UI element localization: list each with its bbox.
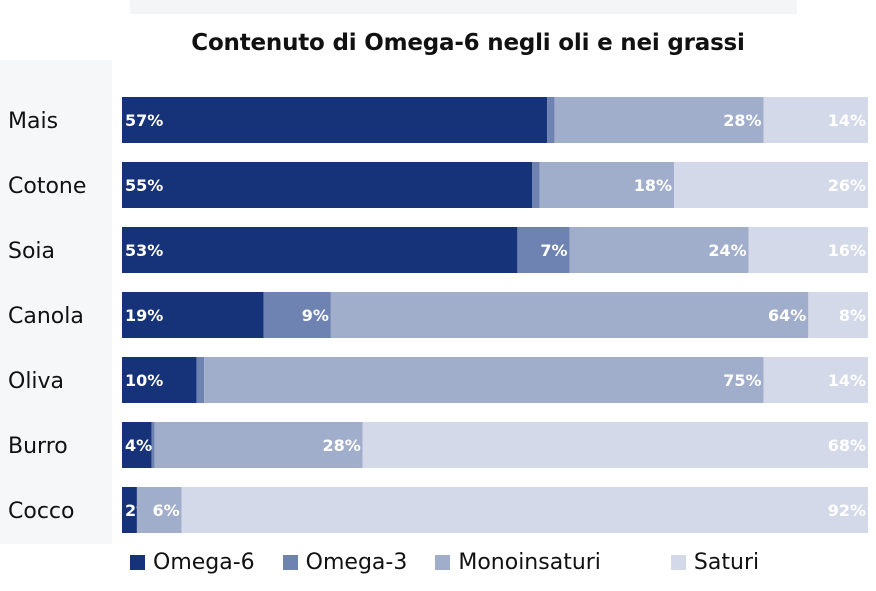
bar-mais-monoinsaturi — [554, 97, 764, 143]
bar-cotone-omega-3 — [532, 162, 540, 208]
data-label-oliva-saturi: 14% — [828, 371, 866, 390]
legend-swatch-saturi — [670, 554, 686, 570]
bar-soia-monoinsaturi — [569, 227, 749, 273]
bar-burro-monoinsaturi — [154, 422, 363, 468]
data-label-cotone-saturi: 26% — [828, 176, 866, 195]
bar-canola-monoinsaturi — [330, 292, 809, 338]
data-label-soia-saturi: 16% — [828, 241, 866, 260]
category-label-oliva: Oliva — [8, 369, 64, 394]
data-label-cotone-omega-6: 55% — [125, 176, 163, 195]
bar-burro-omega-3 — [151, 422, 155, 468]
data-label-mais-monoinsaturi: 28% — [723, 111, 761, 130]
legend-item-monoinsaturi: Monoinsaturi — [435, 550, 601, 575]
bar-cotone-saturi — [674, 162, 868, 208]
bar-oliva-monoinsaturi — [204, 357, 764, 403]
category-label-cocco: Cocco — [8, 499, 74, 524]
bar-cocco-omega-6 — [122, 487, 137, 533]
category-label-soia: Soia — [8, 239, 55, 264]
data-label-canola-monoinsaturi: 64% — [768, 306, 806, 325]
bar-cotone-monoinsaturi — [539, 162, 675, 208]
data-label-cotone-monoinsaturi: 18% — [634, 176, 672, 195]
bar-cocco-saturi — [181, 487, 868, 533]
data-label-cocco-monoinsaturi: 6% — [153, 501, 180, 520]
bar-cocco-monoinsaturi — [136, 487, 182, 533]
top-band — [130, 0, 797, 14]
legend-label-omega6: Omega-6 — [153, 549, 255, 575]
bar-soia-omega-6 — [122, 227, 518, 273]
legend-label-omega3: Omega-3 — [305, 549, 408, 575]
bar-oliva-saturi — [763, 357, 868, 403]
legend-swatch-omega6 — [130, 554, 145, 570]
bar-mais-saturi — [763, 97, 868, 143]
data-label-soia-omega-6: 53% — [125, 241, 163, 260]
data-label-burro-omega-6: 4% — [125, 436, 152, 455]
bar-canola-omega-6 — [122, 292, 264, 338]
data-label-mais-saturi: 14% — [828, 111, 866, 130]
data-label-canola-saturi: 8% — [839, 306, 866, 325]
bar-soia-omega-3 — [517, 227, 570, 273]
legend-item-saturi: Saturi — [670, 549, 760, 575]
bar-burro-omega-6 — [122, 422, 152, 468]
bar-canola-omega-3 — [263, 292, 331, 338]
bar-oliva-omega-6 — [122, 357, 197, 403]
data-label-burro-monoinsaturi: 28% — [322, 436, 360, 455]
chart-legend: Omega-6 Omega-3 Monoinsaturi Saturi — [130, 546, 787, 578]
category-label-burro: Burro — [8, 434, 68, 459]
legend-label-monoinsaturi: Monoinsaturi — [458, 549, 601, 575]
data-label-mais-omega-6: 57% — [125, 111, 163, 130]
legend-swatch-monoinsaturi — [435, 554, 451, 570]
category-label-cotone: Cotone — [8, 174, 86, 199]
bar-oliva-omega-3 — [196, 357, 205, 403]
bar-canola-saturi — [808, 292, 868, 338]
category-band — [0, 60, 112, 544]
legend-swatch-omega3 — [282, 554, 298, 570]
bar-mais-omega-6 — [122, 97, 548, 143]
chart-title: Contenuto di Omega-6 negli oli e nei gra… — [191, 30, 745, 56]
data-label-soia-omega-3: 7% — [540, 241, 567, 260]
data-label-cocco-saturi: 92% — [828, 501, 866, 520]
data-label-soia-monoinsaturi: 24% — [708, 241, 746, 260]
data-label-oliva-monoinsaturi: 75% — [723, 371, 761, 390]
legend-item-omega3: Omega-3 — [282, 549, 408, 575]
legend-label-saturi: Saturi — [693, 549, 760, 575]
category-label-canola: Canola — [8, 304, 84, 329]
legend-item-omega6: Omega-6 — [130, 550, 255, 575]
bar-soia-saturi — [748, 227, 868, 273]
bar-mais-omega-3 — [547, 97, 555, 143]
category-label-mais: Mais — [8, 109, 58, 134]
data-label-burro-saturi: 68% — [828, 436, 866, 455]
bar-cotone-omega-6 — [122, 162, 533, 208]
bar-burro-saturi — [362, 422, 868, 468]
data-label-canola-omega-6: 19% — [125, 306, 163, 325]
data-label-oliva-omega-6: 10% — [125, 371, 163, 390]
data-label-canola-omega-3: 9% — [302, 306, 329, 325]
